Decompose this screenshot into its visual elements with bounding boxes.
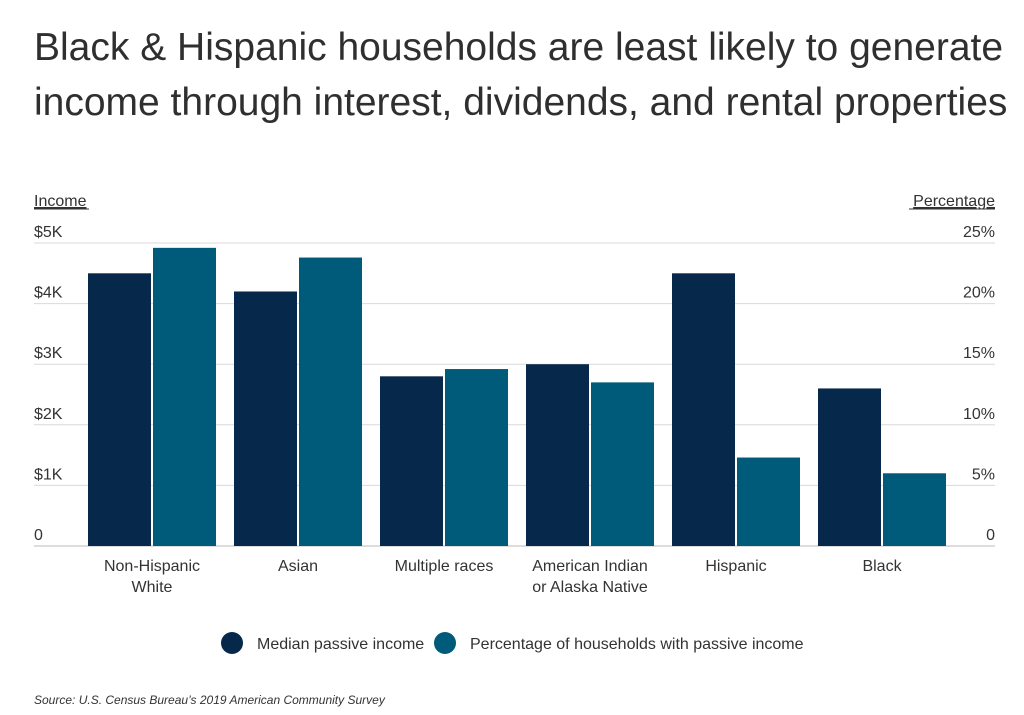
legend-marker: [434, 632, 456, 654]
left-tick-label: $3K: [34, 345, 63, 362]
left-axis-title: Income: [34, 193, 87, 210]
bar-percentage-households: [737, 457, 800, 546]
right-tick-label: 5%: [972, 466, 995, 483]
category-label: Non-Hispanic: [104, 558, 200, 575]
category-label: Asian: [278, 558, 318, 575]
left-tick-label: $5K: [34, 224, 63, 241]
category-label: Black: [862, 558, 902, 575]
category-label: or Alaska Native: [532, 579, 648, 596]
right-tick-label: 20%: [963, 285, 995, 302]
right-tick-label: 0: [986, 527, 995, 544]
category-label: Hispanic: [705, 558, 766, 575]
source-note: Source: U.S. Census Bureau’s 2019 Americ…: [34, 693, 385, 707]
category-label: American Indian: [532, 558, 648, 575]
bar-percentage-households: [299, 257, 362, 546]
bar-percentage-households: [883, 473, 946, 546]
bar-median-income: [526, 364, 589, 546]
bar-median-income: [380, 376, 443, 546]
right-tick-label: 25%: [963, 224, 995, 241]
left-tick-label: 0: [34, 527, 43, 544]
right-axis-title: Percentage: [913, 193, 995, 210]
left-tick-label: $2K: [34, 406, 63, 423]
left-tick-label: $4K: [34, 285, 63, 302]
legend-marker: [221, 632, 243, 654]
bar-percentage-households: [591, 382, 654, 546]
category-label: Multiple races: [395, 558, 494, 575]
right-tick-label: 10%: [963, 406, 995, 423]
right-tick-label: 15%: [963, 345, 995, 362]
bar-median-income: [234, 291, 297, 546]
chart-title: Black & Hispanic households are least li…: [34, 26, 1008, 124]
category-label: White: [132, 579, 173, 596]
legend-label: Median passive income: [257, 636, 424, 653]
bar-median-income: [672, 273, 735, 546]
left-tick-label: $1K: [34, 466, 63, 483]
bar-percentage-households: [153, 247, 216, 546]
bar-median-income: [818, 388, 881, 546]
bar-median-income: [88, 273, 151, 546]
legend-label: Percentage of households with passive in…: [470, 636, 804, 653]
bar-percentage-households: [445, 369, 508, 546]
